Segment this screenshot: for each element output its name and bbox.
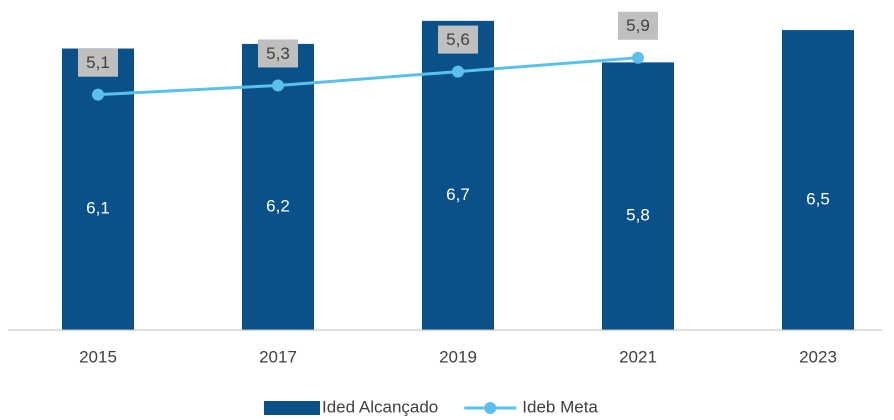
x-tick-label: 2017 <box>259 347 297 366</box>
bar-label: 5,8 <box>626 206 650 225</box>
label-box <box>438 25 478 54</box>
bar <box>242 43 314 331</box>
legend-label: Ided Alcançado <box>322 397 438 416</box>
x-tick-label: 2021 <box>619 347 657 366</box>
label-box <box>78 48 118 77</box>
legend-swatch <box>264 401 320 415</box>
bar <box>602 62 674 330</box>
bar-label: 6,5 <box>806 190 830 209</box>
label-box <box>618 11 658 40</box>
line-point <box>92 88 104 101</box>
bar <box>782 30 854 330</box>
line-label: 5,6 <box>446 30 470 49</box>
bar-label: 6,1 <box>86 199 110 218</box>
line-label: 5,3 <box>266 44 290 63</box>
line-label: 5,1 <box>86 53 110 72</box>
legend-swatch <box>484 402 497 414</box>
line-point <box>272 79 284 92</box>
x-tick-label: 2015 <box>79 347 117 366</box>
x-tick-label: 2023 <box>799 347 837 366</box>
bar-label: 6,7 <box>446 185 470 204</box>
line-point <box>452 65 464 78</box>
x-tick-label: 2019 <box>439 347 477 366</box>
line <box>97 56 639 97</box>
line-label: 5,9 <box>626 16 650 35</box>
legend-label: Ideb Meta <box>522 397 598 416</box>
bar-label: 6,2 <box>266 196 290 215</box>
line-point <box>632 51 644 64</box>
label-box <box>258 39 298 68</box>
